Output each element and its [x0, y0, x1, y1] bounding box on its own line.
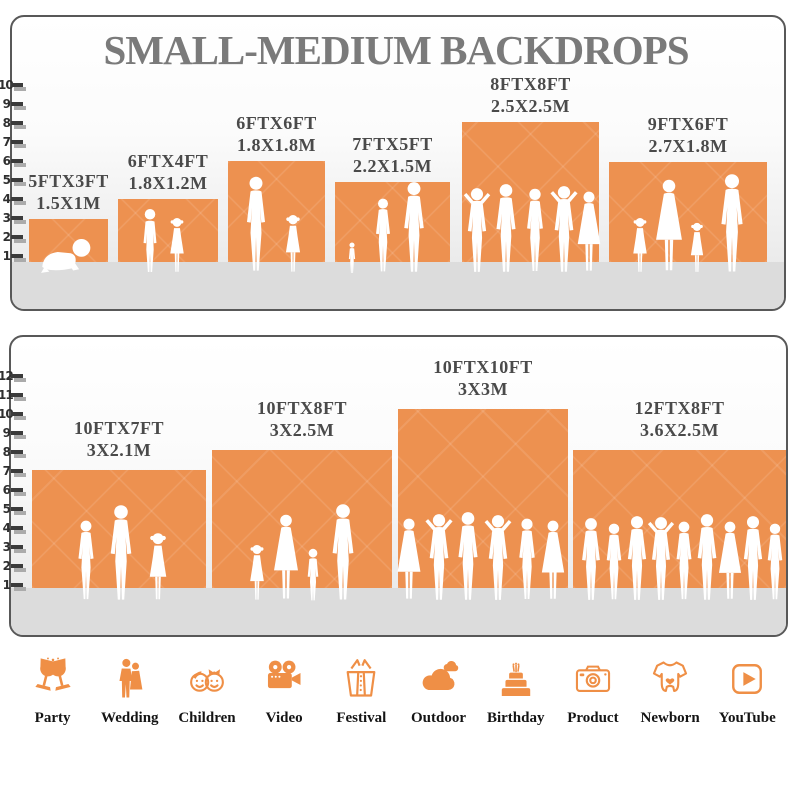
category-label: Outdoor [411, 710, 467, 726]
wedding-couple-icon [119, 658, 143, 698]
category-label: Video [265, 710, 303, 726]
ruler-number: 4 [2, 192, 11, 206]
category-item-festival: Festival [323, 657, 399, 727]
category-item-birthday: Birthday [478, 657, 554, 727]
festival-gift-icon [346, 659, 376, 697]
video-camera-icon [268, 660, 301, 689]
ruler-number: 5 [2, 173, 11, 187]
ruler-number: 6 [2, 154, 11, 168]
floor-band [11, 588, 786, 635]
party-glasses-icon [33, 657, 72, 692]
category-item-wedding: Wedding [92, 657, 168, 727]
category-row: Party Wedding Children Video Festival Outdoor… [14, 657, 786, 727]
ruler-number: 3 [2, 211, 11, 225]
category-item-product: Product [555, 657, 631, 727]
category-label: Party [34, 710, 71, 726]
outdoor-cloud-icon [422, 660, 458, 691]
category-item-newborn: Newborn [632, 657, 708, 727]
category-label: Newborn [640, 710, 700, 726]
page-title: SMALL-MEDIUM BACKDROPS [103, 27, 689, 73]
category-label: Wedding [101, 710, 159, 726]
ruler-number: 8 [2, 116, 11, 130]
category-label: Children [178, 710, 236, 726]
ruler-number: 10 [0, 78, 14, 92]
category-label: YouTube [718, 710, 776, 726]
floor-band [12, 262, 784, 309]
product-camera-icon [575, 665, 611, 692]
medium-backdrops-panel [9, 335, 788, 637]
youtube-play-icon [732, 664, 763, 694]
children-faces-icon [190, 668, 224, 692]
ruler-number: 9 [2, 97, 11, 111]
newborn-onesie-icon [652, 661, 688, 692]
ruler-number: 2 [2, 230, 11, 244]
category-item-youtube: YouTube [709, 657, 785, 727]
category-item-video: Video [246, 657, 322, 727]
ruler-number: 1 [2, 249, 11, 263]
category-label: Festival [336, 710, 387, 726]
category-item-outdoor: Outdoor [401, 657, 477, 727]
category-label: Birthday [486, 710, 545, 726]
category-item-children: Children [169, 657, 245, 727]
category-item-party: Party [15, 657, 91, 727]
category-label: Product [567, 710, 619, 726]
birthday-cake-icon [501, 662, 530, 696]
ruler-number: 7 [2, 135, 11, 149]
